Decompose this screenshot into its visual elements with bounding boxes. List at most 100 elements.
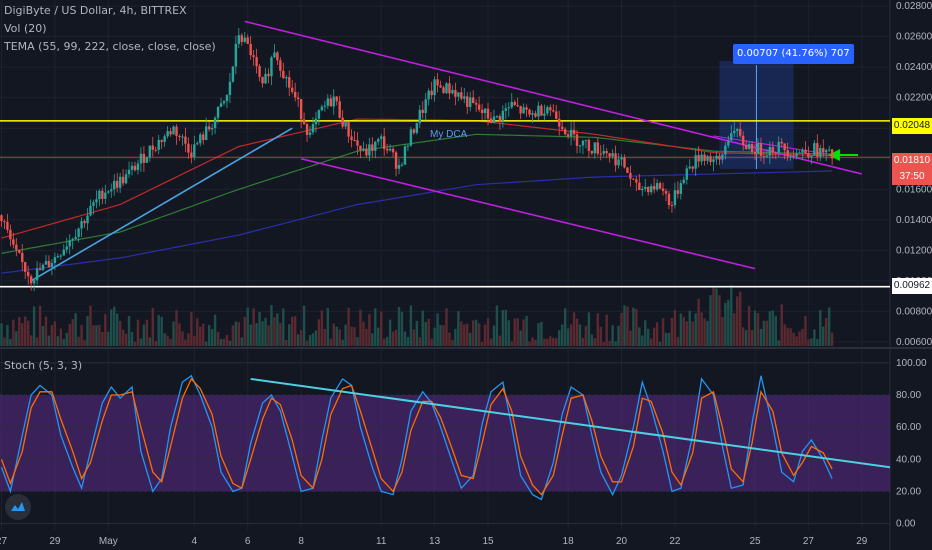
volume-bar [136, 319, 140, 346]
volume-bar [347, 307, 350, 346]
my-dca-label: My DCA [430, 129, 468, 140]
volume-bar [207, 324, 211, 346]
volume-bar [86, 316, 89, 346]
volume-bar [558, 330, 561, 346]
candle-body [436, 79, 439, 86]
volume-bar [80, 324, 83, 346]
candle-body [768, 147, 772, 156]
candle-body [798, 152, 801, 154]
candle-body [335, 96, 338, 102]
volume-bar [644, 320, 647, 346]
candle-body [311, 124, 315, 133]
volume-bar [187, 333, 190, 346]
volume-bar [391, 331, 395, 346]
candle-body [706, 156, 709, 161]
candle-body [190, 152, 193, 158]
volume-bar [356, 337, 359, 346]
candle-body [810, 155, 813, 158]
candle-body [74, 236, 77, 239]
volume-bar [382, 338, 386, 346]
volume-bar [231, 325, 235, 346]
volume-bar [804, 315, 807, 346]
vol-indicator-label[interactable]: Vol (20) [4, 22, 47, 35]
volume-bar [454, 328, 457, 346]
volume-bar [801, 329, 804, 346]
candle-body [492, 116, 496, 124]
candle-body [145, 157, 149, 163]
volume-bar [566, 328, 570, 346]
measure-tool-label[interactable]: 0.00707 (41.76%) 707 [733, 44, 854, 64]
volume-bar [219, 339, 223, 346]
tradingview-logo[interactable] [5, 494, 31, 520]
volume-bar [204, 341, 208, 346]
candle-body [181, 136, 184, 138]
volume-bar [774, 315, 777, 346]
candle-body [730, 133, 733, 141]
volume-bar [427, 318, 430, 346]
volume-bar [504, 309, 508, 346]
candle-body [409, 129, 413, 146]
price-overlays [0, 20, 890, 288]
candle-body [240, 35, 243, 42]
candle-body [700, 154, 703, 162]
volume-bar [21, 323, 24, 346]
candle-body [53, 257, 57, 264]
candle-body [827, 149, 831, 151]
volume-bar [154, 341, 157, 346]
volume-bar [362, 321, 365, 346]
volume-bar [213, 314, 217, 346]
volume-bar [178, 323, 181, 346]
volume-bar [41, 326, 45, 346]
volume-bar [635, 309, 638, 346]
candle-body [163, 136, 166, 142]
stoch-tick-label: 20.00 [896, 486, 921, 497]
time-tick-label: 27 [0, 536, 7, 547]
volume-bar [457, 311, 460, 346]
candle-body [572, 129, 576, 135]
candle-body [466, 96, 469, 107]
volume-bar [56, 336, 60, 346]
candle-body [439, 85, 442, 88]
volume-bar [326, 308, 330, 346]
candle-body [801, 149, 804, 153]
volume-bar [724, 302, 727, 346]
candle-body [222, 101, 226, 104]
volume-bar [534, 339, 537, 346]
candle-body [44, 261, 48, 265]
volume-bar [365, 328, 368, 346]
candle-body [623, 157, 626, 168]
volume-bar [276, 313, 279, 346]
volume-bar [344, 324, 347, 346]
candle-body [691, 166, 694, 169]
volume-bar [590, 334, 594, 346]
candle-body [332, 96, 335, 107]
volume-bar [617, 325, 620, 346]
stoch-indicator-label[interactable]: Stoch (5, 3, 3) [4, 359, 83, 372]
volume-bar [44, 316, 48, 346]
candle-body [540, 105, 543, 116]
candle-body [721, 154, 724, 160]
volume-bar [546, 338, 549, 346]
candle-body [804, 149, 807, 154]
price-tick-label: 0.00600 [896, 337, 932, 348]
volume-bar [359, 309, 362, 346]
candle-body [816, 143, 819, 157]
tema-indicator-label[interactable]: TEMA (55, 99, 222, close, close, close) [4, 40, 216, 53]
volume-bar [92, 325, 95, 346]
volume-bar [101, 331, 104, 346]
candle-body [400, 164, 404, 166]
candle-body [795, 153, 798, 157]
candle-body [463, 96, 466, 99]
volume-bar [661, 318, 665, 346]
candle-body [130, 165, 134, 170]
volume-bar [406, 336, 410, 346]
candle-body [629, 172, 632, 179]
candle-body [549, 107, 552, 111]
candle-body [196, 143, 199, 145]
volume-bar [329, 338, 332, 346]
volume-bar [107, 331, 110, 346]
volume-bar [222, 338, 226, 346]
candle-body [566, 134, 570, 137]
volume-bar [415, 320, 419, 346]
